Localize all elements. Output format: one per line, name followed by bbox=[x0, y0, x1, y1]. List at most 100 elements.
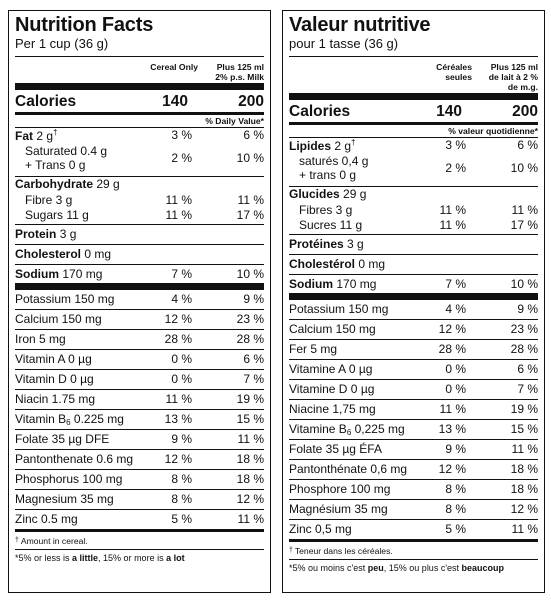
footnote-dagger-text: Teneur dans les céréales. bbox=[294, 546, 393, 556]
mineral-dv-milk: 12 % bbox=[510, 502, 538, 516]
mineral-name: Phosphorus 100 mg bbox=[15, 472, 123, 486]
mineral-dv-milk: 23 % bbox=[510, 322, 538, 336]
mineral-label: Zinc 0,5 mg bbox=[289, 522, 352, 536]
divider bbox=[289, 559, 538, 560]
fat-row-dv-cereal: 3 % bbox=[171, 128, 192, 142]
mineral-label: Niacin 1.75 mg bbox=[15, 392, 95, 406]
column-header: Céréales seules Plus 125 ml de lait à 2 % de… bbox=[289, 57, 538, 93]
divider bbox=[289, 56, 538, 57]
mineral-name: Calcium 150 mg bbox=[289, 322, 376, 336]
mineral-name: Calcium 150 mg bbox=[15, 312, 102, 326]
divider bbox=[15, 56, 264, 57]
mineral-row: Vitamin D 0 µg 0 % 7 % bbox=[15, 370, 264, 389]
divider bbox=[15, 127, 264, 128]
mineral-label: Folate 35 µg DFE bbox=[15, 432, 109, 446]
divider bbox=[289, 137, 538, 138]
calories-label: Calories bbox=[289, 103, 351, 120]
mineral-dv-cereal: 0 % bbox=[171, 372, 192, 386]
mineral-dv-cereal: 8 % bbox=[171, 492, 192, 506]
mineral-dv-cereal: 8 % bbox=[445, 482, 466, 496]
sugars-row-label: Sucres 11 g bbox=[299, 218, 362, 232]
fat-row: Fat 2 g† 3 % 6 % bbox=[15, 128, 264, 144]
cholesterol-amount: 0 mg bbox=[358, 257, 386, 271]
divider bbox=[289, 459, 538, 460]
divider bbox=[15, 283, 264, 290]
mineral-label: Vitamin D 0 µg bbox=[15, 372, 94, 386]
daily-value-header: % Daily Value* bbox=[205, 116, 264, 126]
mineral-label: Folate 35 µg ÉFA bbox=[289, 442, 382, 456]
fat-amount: 2 g bbox=[334, 139, 352, 153]
mineral-amount: 0.225 mg bbox=[70, 412, 124, 426]
sugars-label: Sucres 11 g bbox=[299, 218, 363, 232]
carbohydrate-row: Carbohydrate 29 g bbox=[15, 177, 264, 193]
mineral-dv-cereal: 0 % bbox=[171, 352, 192, 366]
dagger-mark: † bbox=[15, 537, 21, 544]
footnote-part-bold: beaucoup bbox=[461, 563, 505, 573]
saturated-trans-row: Saturated 0.4 g + Trans 0 g 2 % 10 % bbox=[15, 144, 264, 176]
divider bbox=[289, 439, 538, 440]
mineral-name: Potassium 150 mg bbox=[289, 302, 389, 316]
mineral-row: Niacin 1.75 mg 11 % 19 % bbox=[15, 390, 264, 409]
mineral-dv-cereal: 12 % bbox=[438, 322, 466, 336]
nutrition-facts-panel-en: Nutrition Facts Per 1 cup (36 g) Cereal On… bbox=[8, 10, 271, 593]
footnote-dagger-text: Amount in cereal. bbox=[20, 536, 88, 546]
footnote-part: , 15% or more is bbox=[98, 553, 167, 563]
divider bbox=[289, 122, 538, 125]
mineral-name: Phosphore 100 mg bbox=[289, 482, 391, 496]
mineral-label: Magnésium 35 mg bbox=[289, 502, 388, 516]
column-header-line: Cereal Only bbox=[150, 62, 198, 72]
sodium-row-label: Sodium 170 mg bbox=[15, 267, 102, 281]
mineral-dv-milk: 15 % bbox=[510, 422, 538, 436]
mineral-row: Potassium 150 mg 4 % 9 % bbox=[15, 290, 264, 309]
column-header-milk: Plus 125 ml de lait à 2 % de m.g. bbox=[472, 62, 538, 92]
divider bbox=[15, 429, 264, 430]
mineral-dv-cereal: 11 % bbox=[165, 392, 192, 406]
mineral-row: Fer 5 mg 28 % 28 % bbox=[289, 340, 538, 359]
column-header-cereal: Cereal Only bbox=[128, 62, 198, 72]
mineral-name: Zinc 0.5 mg bbox=[15, 512, 78, 526]
divider bbox=[15, 369, 264, 370]
mineral-dv-milk: 11 % bbox=[237, 432, 264, 446]
divider bbox=[15, 244, 264, 245]
mineral-dv-milk: 9 % bbox=[243, 292, 264, 306]
sodium-label: Sodium bbox=[289, 277, 333, 291]
footnote-daily-value: *5% or less is a little, 15% or more is … bbox=[15, 552, 264, 566]
column-header-line: Plus 125 ml bbox=[490, 62, 538, 72]
column-header-milk: Plus 125 ml 2% p.s. Milk bbox=[198, 62, 264, 82]
mineral-label: Vitamin A 0 µg bbox=[15, 352, 92, 366]
footnote-part: *5% ou moins c'est bbox=[289, 563, 368, 573]
mineral-dv-cereal: 5 % bbox=[171, 512, 192, 526]
footnote-part: *5% or less is bbox=[15, 553, 73, 563]
calories-row: Calories 140 200 bbox=[289, 100, 538, 122]
saturated-label: Saturated 0.4 g bbox=[25, 144, 108, 158]
carbohydrate-label: Carbohydrate bbox=[15, 177, 94, 191]
cholesterol-amount: 0 mg bbox=[84, 247, 112, 261]
cholesterol-row-label: Cholesterol 0 mg bbox=[15, 247, 111, 261]
calories-with-milk: 200 bbox=[238, 93, 264, 110]
protein-row: Protéines 3 g bbox=[289, 235, 538, 254]
mineral-row: Vitamin B6 0.225 mg 13 % 15 % bbox=[15, 410, 264, 429]
mineral-name: Potassium 150 mg bbox=[15, 292, 115, 306]
mineral-row: Iron 5 mg 28 % 28 % bbox=[15, 330, 264, 349]
divider bbox=[15, 112, 264, 115]
mineral-row: Vitamine B6 0,225 mg 13 % 15 % bbox=[289, 420, 538, 439]
label-title: Valeur nutritive bbox=[289, 14, 431, 36]
cholesterol-row: Cholesterol 0 mg bbox=[15, 245, 264, 264]
protein-row: Protein 3 g bbox=[15, 225, 264, 244]
divider bbox=[289, 519, 538, 520]
mineral-dv-cereal: 13 % bbox=[164, 412, 192, 426]
divider bbox=[15, 264, 264, 265]
mineral-name: Niacin 1.75 mg bbox=[15, 392, 96, 406]
divider bbox=[15, 529, 264, 532]
mineral-dv-cereal: 28 % bbox=[438, 342, 466, 356]
nutrition-facts-panel-fr: Valeur nutritive pour 1 tasse (36 g) Céréa… bbox=[282, 10, 545, 593]
cholesterol-row: Cholestérol 0 mg bbox=[289, 255, 538, 274]
sugars-row-label: Sugars 11 g bbox=[25, 208, 89, 222]
divider bbox=[289, 339, 538, 340]
mineral-dv-milk: 18 % bbox=[510, 462, 538, 476]
mineral-dv-cereal: 9 % bbox=[445, 442, 466, 456]
footnote-part-bold: a lot bbox=[166, 553, 185, 563]
divider bbox=[289, 499, 538, 500]
carbohydrate-label: Glucides bbox=[289, 187, 340, 201]
divider bbox=[15, 329, 264, 330]
